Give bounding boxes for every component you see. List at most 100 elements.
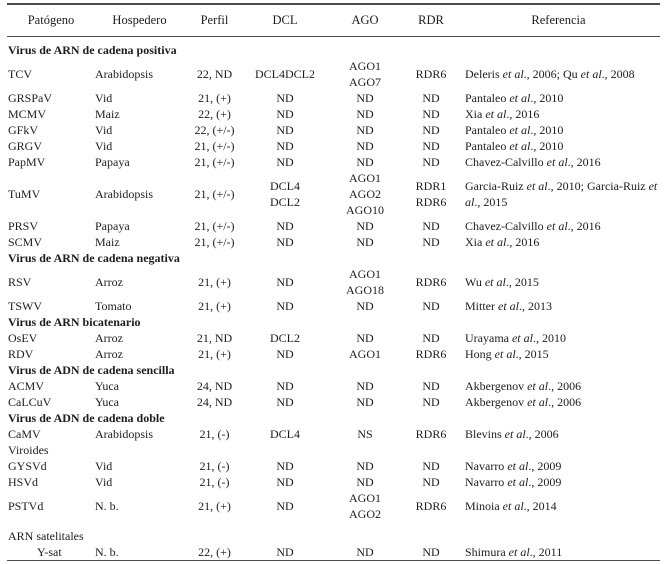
cell-referencia: Deleris et al., 2006; Qu et al., 2008: [465, 67, 635, 81]
cell-ago: ND: [356, 91, 374, 105]
cell-dcl: DCL4 DCL2: [270, 179, 300, 209]
cell-dcl: ND: [276, 123, 294, 137]
cell-patogeno: GFkV: [8, 123, 39, 137]
section-label: ARN satelitales: [8, 529, 84, 543]
cell-rdr: ND: [422, 91, 440, 105]
cell-rdr: ND: [422, 139, 440, 153]
cell-hospedero: Arabidopsis: [95, 427, 153, 441]
cell-referencia: Akbergenov et al., 2006: [465, 379, 582, 393]
cell-patogeno: GRGV: [8, 139, 43, 153]
cell-ago: ND: [356, 107, 374, 121]
table-header-row: Patógeno Hospedero Perfil DCL AGO RDR Re…: [7, 4, 660, 37]
cell-referencia: Hong et al., 2015: [465, 347, 549, 361]
section-row: ARN satelitales: [7, 522, 660, 544]
section-row: Virus de ADN de cadena sencilla: [7, 362, 660, 378]
cell-patogeno: GYSVd: [8, 459, 47, 473]
cell-rdr: RDR6: [415, 427, 447, 441]
section-label: Virus de ARN bicatenario: [8, 315, 141, 329]
cell-ago: ND: [356, 123, 374, 137]
cell-patogeno: OsEV: [8, 331, 38, 345]
cell-hospedero: Vid: [95, 139, 113, 153]
cell-rdr: ND: [422, 107, 440, 121]
section-label: Virus de ARN de cadena negativa: [8, 251, 180, 265]
cell-rdr: ND: [422, 219, 440, 233]
cell-hospedero: Maiz: [95, 107, 120, 121]
cell-referencia: Navarro et al., 2009: [465, 459, 562, 473]
section-label: Virus de ARN de cadena positiva: [8, 43, 177, 57]
column-header-perfil: Perfil: [184, 4, 245, 37]
cell-ago: ND: [356, 139, 374, 153]
cell-perfil: 21, (+): [198, 347, 231, 361]
section-row: Virus de ARN bicatenario: [7, 314, 660, 330]
cell-ago: AGO1 AGO2 AGO10: [346, 171, 384, 217]
table-row: RDV Arroz 21, (+) ND AGO1 RDR6 Hong et a…: [7, 346, 660, 362]
cell-perfil: 22, (+): [198, 545, 231, 559]
cell-perfil: 24, ND: [196, 379, 233, 393]
column-header-ago: AGO: [325, 4, 405, 37]
cell-dcl: ND: [276, 395, 294, 409]
column-header-patogeno: Patógeno: [7, 4, 95, 37]
cell-hospedero: Arroz: [95, 331, 123, 345]
cell-hospedero: Yuca: [95, 379, 119, 393]
cell-referencia: Navarro et al., 2009: [465, 475, 562, 489]
cell-rdr: RDR6: [415, 499, 447, 513]
cell-referencia: Pantaleo et al., 2010: [465, 139, 564, 153]
cell-patogeno: Y-sat: [37, 545, 62, 559]
cell-ago: AGO1 AGO7: [349, 59, 381, 89]
column-header-dcl: DCL: [245, 4, 325, 37]
cell-rdr: RDR6: [415, 347, 447, 361]
cell-rdr: ND: [422, 155, 440, 169]
cell-hospedero: Arroz: [95, 275, 123, 289]
cell-dcl: ND: [276, 545, 294, 559]
cell-referencia: Wu et al., 2015: [465, 275, 539, 289]
section-label: Viroides: [8, 443, 49, 457]
cell-patogeno: RSV: [8, 275, 32, 289]
cell-referencia: Minoia et al., 2014: [465, 499, 557, 513]
cell-dcl: ND: [276, 379, 294, 393]
cell-ago: ND: [356, 379, 374, 393]
cell-patogeno: PSTVd: [8, 499, 44, 513]
cell-hospedero: Yuca: [95, 395, 119, 409]
table-row: PRSV Papaya 21, (+/-) ND ND ND Chavez-Ca…: [7, 218, 660, 234]
table-row: SCMV Maiz 21, (+/-) ND ND ND Xia et al.,…: [7, 234, 660, 250]
cell-perfil: 22, (+): [198, 107, 231, 121]
cell-ago: AGO1 AGO18: [346, 267, 384, 297]
cell-dcl: ND: [276, 499, 294, 513]
column-header-rdr: RDR: [405, 4, 457, 37]
cell-hospedero: Papaya: [95, 155, 130, 169]
cell-dcl: ND: [276, 91, 294, 105]
cell-ago: AGO1 AGO2: [349, 491, 381, 521]
section-row: Viroides: [7, 442, 660, 458]
cell-hospedero: Arabidopsis: [95, 187, 153, 201]
cell-patogeno: CaLCuV: [8, 395, 52, 409]
table-row: TuMV Arabidopsis 21, (+/-) DCL4 DCL2 AGO…: [7, 170, 660, 218]
cell-hospedero: Papaya: [95, 219, 130, 233]
cell-ago: AGO1: [349, 347, 381, 361]
cell-perfil: 22, (+/-): [194, 123, 235, 137]
cell-referencia: Chavez-Calvillo et al., 2016: [465, 219, 601, 233]
section-label: Virus de ADN de cadena doble: [8, 411, 165, 425]
cell-perfil: 21, (+/-): [194, 139, 235, 153]
cell-patogeno: TuMV: [8, 187, 41, 201]
cell-perfil: 21, (+): [198, 499, 231, 513]
cell-referencia: Shimura et al., 2011: [465, 545, 563, 559]
cell-perfil: 21, (+/-): [194, 155, 235, 169]
cell-rdr: RDR1 RDR6: [415, 179, 447, 209]
table-row: CaMV Arabidopsis 21, (-) DCL4 NS RDR6 Bl…: [7, 426, 660, 442]
cell-patogeno: PapMV: [8, 155, 46, 169]
cell-patogeno: SCMV: [8, 235, 43, 249]
cell-dcl: ND: [276, 275, 294, 289]
cell-dcl: ND: [276, 155, 294, 169]
cell-rdr: ND: [422, 331, 440, 345]
table-row: RSV Arroz 21, (+) ND AGO1 AGO18 RDR6 Wu …: [7, 266, 660, 298]
table-row: PSTVd N. b. 21, (+) ND AGO1 AGO2 RDR6 Mi…: [7, 490, 660, 522]
cell-perfil: 24, ND: [196, 395, 233, 409]
cell-dcl: DCL4DCL2: [255, 67, 315, 81]
cell-ago: NS: [357, 427, 373, 441]
section-label: Virus de ADN de cadena sencilla: [8, 363, 175, 377]
cell-hospedero: Tomato: [95, 299, 132, 313]
table-row: GFkV Vid 22, (+/-) ND ND ND Pantaleo et …: [7, 122, 660, 138]
table-row: CaLCuV Yuca 24, ND ND ND ND Akbergenov e…: [7, 394, 660, 410]
table-row: TCV Arabidopsis 22, ND DCL4DCL2 AGO1 AGO…: [7, 58, 660, 90]
cell-patogeno: TSWV: [8, 299, 42, 313]
